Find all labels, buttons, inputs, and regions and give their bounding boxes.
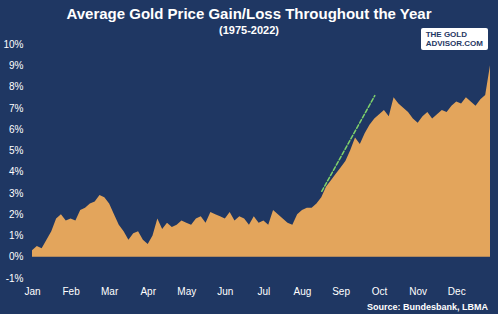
svg-text:5%: 5% [9, 145, 24, 156]
html-text:ADVISOR.COM: ADVISOR.COM [425, 39, 483, 48]
svg-text:Dec: Dec [448, 286, 466, 297]
svg-text:May: May [177, 286, 196, 297]
svg-text:Jul: Jul [258, 286, 271, 297]
svg-text:Apr: Apr [140, 286, 156, 297]
svg-text:6%: 6% [9, 124, 24, 135]
svg-text:4%: 4% [9, 166, 24, 177]
svg-text:Jun: Jun [217, 286, 233, 297]
svg-text:3%: 3% [9, 188, 24, 199]
svg-text:0%: 0% [9, 251, 24, 262]
svg-text:2%: 2% [9, 209, 24, 220]
svg-text:Aug: Aug [294, 286, 312, 297]
svg-text:Jan: Jan [24, 286, 40, 297]
svg-text:Sep: Sep [332, 286, 350, 297]
svg-text:-1%: -1% [6, 273, 24, 284]
svg-text:7%: 7% [9, 103, 24, 114]
svg-text:Feb: Feb [62, 286, 80, 297]
html-text:(1975-2022): (1975-2022) [219, 24, 279, 36]
html-text:THE GOLD: THE GOLD [425, 30, 467, 39]
svg-text:10%: 10% [3, 39, 23, 50]
svg-text:8%: 8% [9, 81, 24, 92]
svg-text:1%: 1% [9, 230, 24, 241]
html-text:Source: Bundesbank, LBMA: Source: Bundesbank, LBMA [367, 302, 488, 312]
html-text:Average Gold Price Gain/Loss T: Average Gold Price Gain/Loss Throughout … [66, 5, 432, 22]
svg-text:Nov: Nov [409, 286, 427, 297]
svg-text:9%: 9% [9, 60, 24, 71]
svg-text:Mar: Mar [101, 286, 119, 297]
svg-text:Oct: Oct [372, 286, 388, 297]
